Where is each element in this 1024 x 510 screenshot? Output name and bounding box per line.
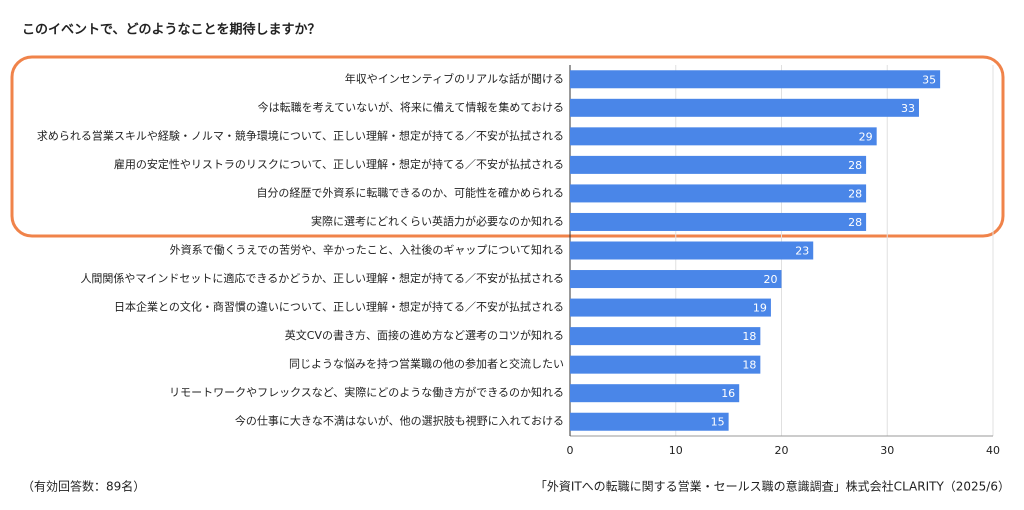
bar [570, 70, 941, 89]
value-label: 33 [901, 102, 915, 115]
bar [570, 241, 814, 260]
value-label: 19 [753, 302, 767, 315]
y-tick-label: 外資系で働くうえでの苦労や、辛かったこと、入社後のギャップについて知れる [170, 243, 564, 257]
value-label: 28 [848, 159, 862, 172]
x-tick-label: 30 [880, 444, 894, 457]
note: （有効回答数：89名） [22, 479, 145, 494]
y-tick-label: リモートワークやフレックスなど、実際にどのような働き方ができるのか知れる [169, 385, 564, 399]
bar [570, 184, 867, 203]
y-tick-label: 日本企業との文化・商習慣の違いについて、正しい理解・想定が持てる／不安が払拭され… [114, 300, 564, 314]
y-tick-label: 人間関係やマインドセットに適応できるかどうか、正しい理解・想定が持てる／不安が払… [80, 271, 564, 285]
bar [570, 270, 782, 289]
highlight-frame [10, 55, 1005, 238]
bar [570, 412, 729, 431]
x-tick-label: 40 [986, 444, 1000, 457]
value-label: 18 [742, 330, 756, 343]
value-label: 16 [721, 387, 735, 400]
x-tick-label: 0 [567, 444, 574, 457]
bar [570, 355, 761, 374]
bar [570, 155, 867, 174]
value-label: 15 [711, 416, 725, 429]
value-label: 29 [859, 130, 873, 143]
value-label: 23 [795, 245, 809, 258]
y-tick-label: 実際に選考にどれくらい英語力が必要なのか知れる [311, 214, 564, 228]
value-label: 28 [848, 216, 862, 229]
value-label: 18 [742, 359, 756, 372]
bar [570, 327, 761, 346]
value-label: 28 [848, 187, 862, 200]
y-tick-label: 自分の経歴で外資系に転職できるのか、可能性を確かめられる [256, 185, 564, 199]
bar [570, 127, 877, 146]
source: 「外資ITへの転職に関する営業・セールス職の意識調査」株式会社CLARITY（2… [535, 479, 1010, 494]
y-tick-label: 英文CVの書き方、面接の進め方など選考のコツが知れる [285, 328, 564, 342]
value-label: 20 [764, 273, 778, 286]
chart-title: このイベントで、どのようなことを期待しますか？ [22, 22, 320, 38]
x-tick-label: 20 [775, 444, 789, 457]
bar [570, 212, 867, 231]
bar [570, 384, 740, 403]
value-label: 35 [922, 73, 936, 86]
y-tick-label: 同じような悩みを持つ営業職の他の参加者と交流したい [289, 357, 564, 371]
bar [570, 298, 771, 317]
y-tick-label: 雇用の安定性やリストラのリスクについて、正しい理解・想定が持てる／不安が払拭され… [114, 157, 564, 171]
x-tick-label: 10 [669, 444, 683, 457]
y-tick-label: 今は転職を考えていないが、将来に備えて情報を集めておける [258, 100, 564, 114]
y-tick-label: 今の仕事に大きな不満はないが、他の選択肢も視野に入れておける [235, 414, 564, 428]
bar [570, 98, 919, 117]
y-tick-label: 年収やインセンティブのリアルな話が聞ける [345, 71, 564, 85]
y-tick-label: 求められる営業スキルや経験・ノルマ・競争環境について、正しい理解・想定が持てる／… [37, 128, 564, 142]
